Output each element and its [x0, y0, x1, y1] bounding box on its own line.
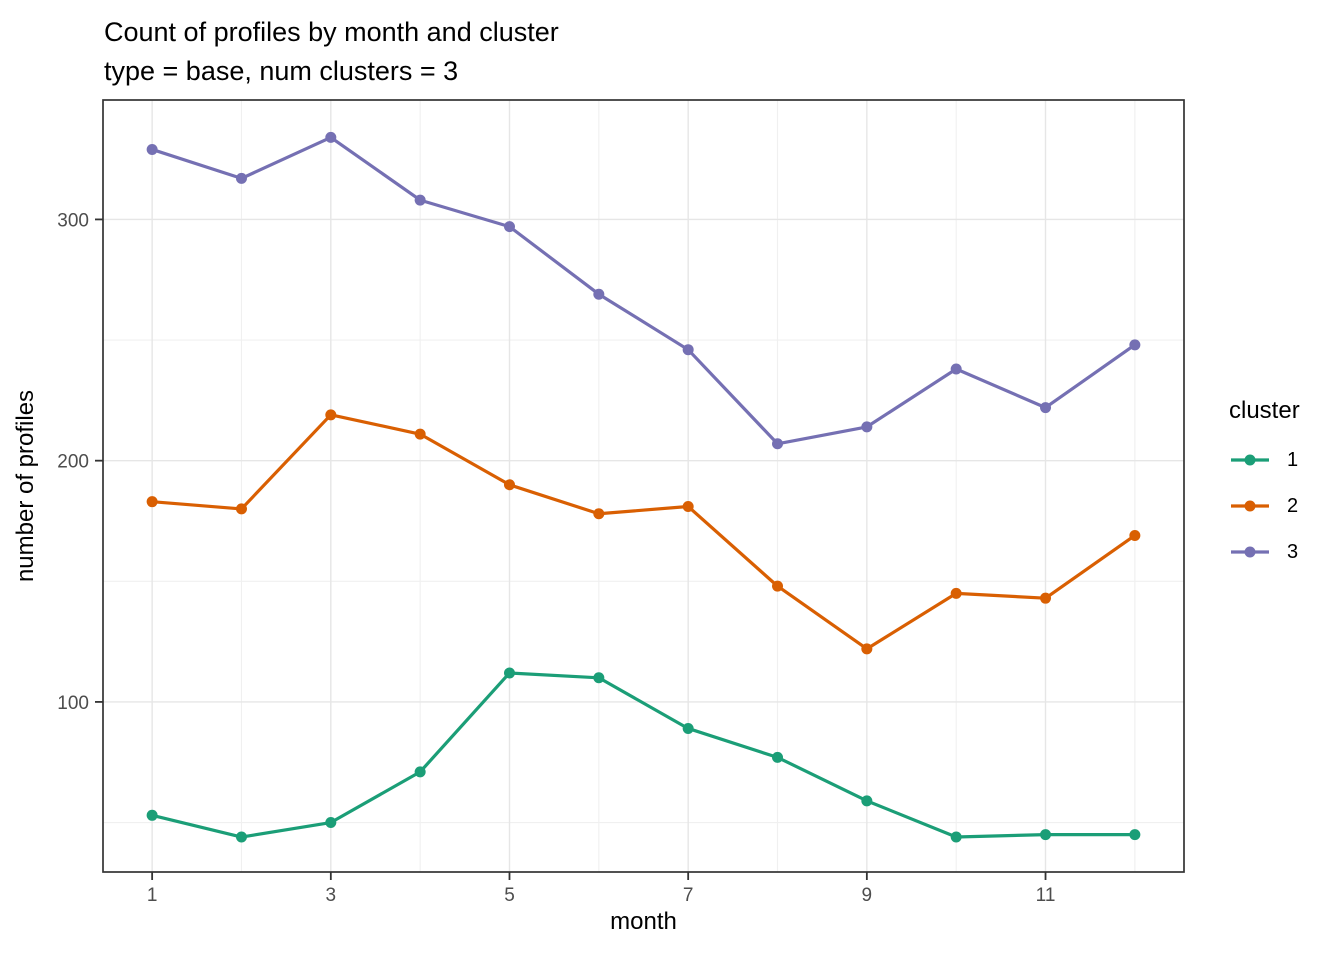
- data-point-cluster-2-month-11: [1040, 592, 1052, 604]
- y-tick-label: 200: [57, 452, 89, 473]
- data-point-cluster-1-month-3: [325, 817, 337, 829]
- data-point-cluster-2-month-4: [414, 428, 426, 440]
- y-tick-label: 100: [57, 693, 89, 714]
- series-line-3: [150, 135, 1137, 446]
- data-point-cluster-2-month-5: [503, 479, 515, 491]
- legend-key-icon: [1231, 500, 1269, 512]
- data-point-cluster-1-month-11: [1040, 829, 1052, 841]
- data-point-cluster-2-month-10: [950, 587, 962, 599]
- data-point-cluster-3-month-1: [146, 143, 158, 155]
- data-point-cluster-3-month-9: [861, 421, 873, 433]
- x-tick-label: 5: [504, 885, 515, 906]
- x-tick-label: 1: [147, 885, 158, 906]
- data-point-cluster-3-month-8: [772, 438, 784, 450]
- legend-entry-2: 2: [1229, 483, 1300, 529]
- data-point-cluster-2-month-1: [146, 496, 158, 508]
- data-point-cluster-3-month-6: [593, 288, 605, 300]
- legend-title: cluster: [1229, 397, 1300, 424]
- data-point-cluster-2-month-6: [593, 508, 605, 520]
- legend-entry-label: 1: [1287, 448, 1299, 471]
- legend: cluster 1 2 3: [1229, 397, 1300, 575]
- legend-entry-1: 1: [1229, 437, 1300, 483]
- x-tick-label: 11: [1036, 885, 1056, 906]
- data-point-cluster-1-month-9: [861, 795, 873, 807]
- data-point-cluster-2-month-3: [325, 409, 337, 421]
- data-point-cluster-2-month-8: [772, 580, 784, 592]
- panel-border: [102, 99, 1185, 873]
- data-point-cluster-1-month-10: [950, 831, 962, 843]
- data-point-cluster-1-month-12: [1129, 829, 1141, 841]
- data-point-cluster-1-month-8: [772, 751, 784, 763]
- data-point-cluster-2-month-7: [682, 501, 694, 513]
- panel-background: [103, 100, 1184, 872]
- series-line-1: [150, 671, 1137, 839]
- data-point-cluster-3-month-7: [682, 344, 694, 356]
- x-axis-title: month: [610, 908, 677, 935]
- data-point-cluster-3-month-11: [1040, 402, 1052, 414]
- data-point-cluster-1-month-4: [414, 766, 426, 778]
- data-point-cluster-3-month-12: [1129, 339, 1141, 351]
- data-point-cluster-3-month-4: [414, 194, 426, 206]
- data-point-cluster-3-month-3: [325, 131, 337, 143]
- data-point-cluster-2-month-12: [1129, 529, 1141, 541]
- data-point-cluster-3-month-5: [503, 221, 515, 233]
- chart-subtitle: type = base, num clusters = 3: [104, 56, 459, 86]
- data-point-cluster-3-month-2: [235, 172, 247, 184]
- chart-title: Count of profiles by month and cluster: [104, 17, 559, 47]
- legend-entry-label: 3: [1287, 540, 1299, 563]
- y-axis-title: number of profiles: [12, 389, 39, 583]
- legend-key-icon: [1231, 546, 1269, 558]
- data-point-cluster-1-month-6: [593, 672, 605, 684]
- x-tick-label: 7: [683, 885, 694, 906]
- legend-entry-3: 3: [1229, 529, 1300, 575]
- data-point-cluster-1-month-5: [503, 667, 515, 679]
- x-tick-label: 3: [326, 885, 337, 906]
- title-block: Count of profiles by month and cluster t…: [104, 13, 559, 91]
- data-point-cluster-2-month-9: [861, 643, 873, 655]
- data-point-cluster-1-month-7: [682, 722, 694, 734]
- legend-entry-label: 2: [1287, 494, 1299, 517]
- data-point-cluster-1-month-2: [235, 831, 247, 843]
- y-tick-label: 300: [57, 210, 89, 231]
- data-point-cluster-2-month-2: [235, 503, 247, 515]
- legend-entries: 1 2 3: [1229, 437, 1300, 575]
- x-tick-label: 9: [862, 885, 873, 906]
- data-point-cluster-3-month-10: [950, 363, 962, 375]
- data-point-cluster-1-month-1: [146, 809, 158, 821]
- legend-key-icon: [1231, 454, 1269, 466]
- series-line-2: [150, 413, 1137, 651]
